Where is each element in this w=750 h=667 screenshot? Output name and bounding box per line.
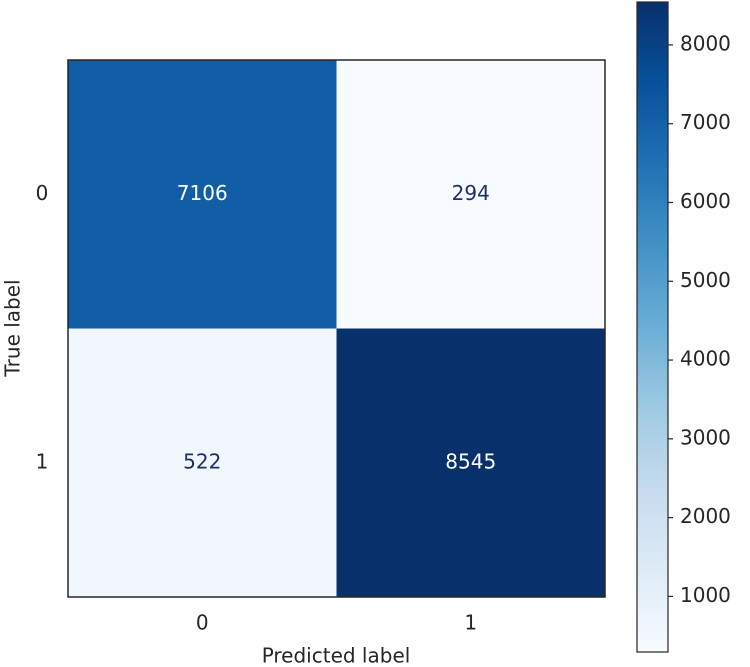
cell: [68, 60, 337, 329]
colorbar-tick-label: 5000: [680, 268, 731, 292]
y-tick-label: 1: [36, 449, 49, 473]
cell-label: 522: [183, 449, 221, 473]
colorbar: [636, 1, 669, 653]
cell-label: 294: [452, 181, 490, 205]
cell: [336, 60, 605, 329]
colorbar-tick-label: 3000: [680, 425, 731, 449]
cell: [336, 328, 605, 597]
plot-frame: [67, 59, 606, 598]
colorbar-tick-label: 2000: [680, 504, 731, 528]
colorbar-tick-label: 6000: [680, 189, 731, 213]
colorbar-tick-label: 7000: [680, 110, 731, 134]
x-axis-label: Predicted label: [262, 644, 411, 667]
colorbar-tick-label: 1000: [680, 583, 731, 607]
cell: [68, 328, 337, 597]
colorbar-tick-label: 8000: [680, 31, 731, 55]
x-tick-label: 0: [196, 611, 209, 635]
y-axis-label: True label: [1, 279, 25, 377]
x-tick-label: 1: [464, 611, 477, 635]
cell-label: 8545: [445, 449, 496, 473]
y-tick-label: 0: [36, 181, 49, 205]
cell-label: 7106: [177, 181, 228, 205]
colorbar-tick-label: 4000: [680, 347, 731, 371]
